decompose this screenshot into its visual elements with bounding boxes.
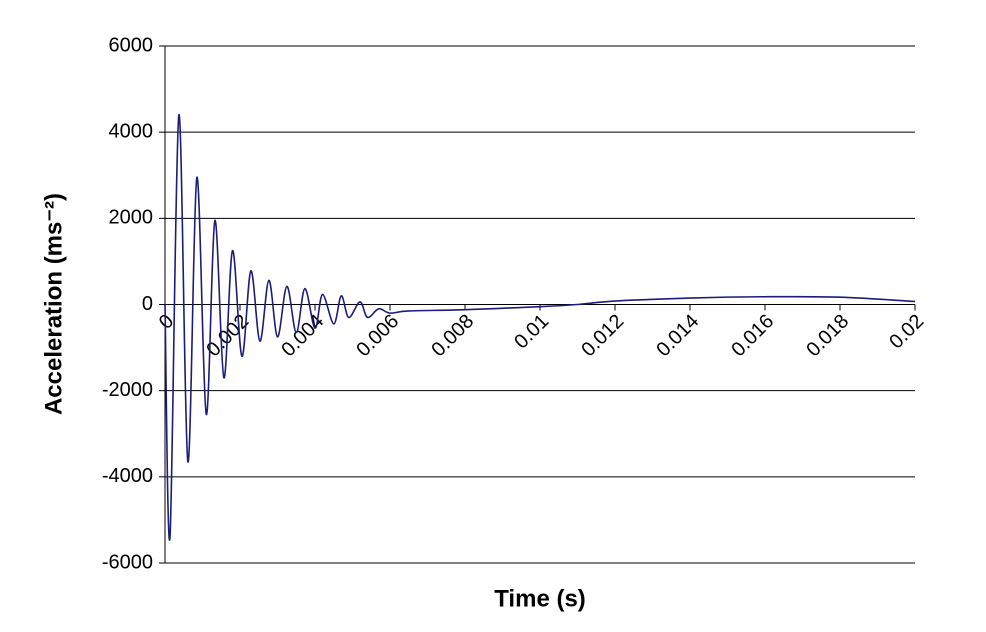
- y-tick-label: 0: [142, 293, 153, 315]
- x-tick-label: 0.02: [885, 310, 928, 353]
- x-tick-label: 0.016: [727, 310, 778, 361]
- y-tick-label: 2000: [109, 207, 154, 229]
- y-tick-label: 4000: [109, 120, 154, 142]
- x-tick-label: 0.014: [652, 310, 703, 361]
- x-tick-label: 0.01: [510, 310, 553, 353]
- x-tick-label: 0.006: [352, 310, 403, 361]
- x-tick-label: 0.018: [802, 310, 853, 361]
- y-tick-label: -4000: [102, 465, 153, 487]
- y-tick-label: 6000: [109, 34, 154, 56]
- y-axis-title: Acceleration (ms⁻²): [40, 193, 67, 415]
- x-axis-title: Time (s): [494, 585, 586, 612]
- y-tick-label: -2000: [102, 379, 153, 401]
- x-tick-label: 0.012: [577, 310, 628, 361]
- x-tick-label: 0.008: [427, 310, 478, 361]
- x-tick-label: 0.004: [277, 310, 328, 361]
- data-line: [164, 114, 916, 541]
- y-tick-label: -6000: [102, 551, 153, 573]
